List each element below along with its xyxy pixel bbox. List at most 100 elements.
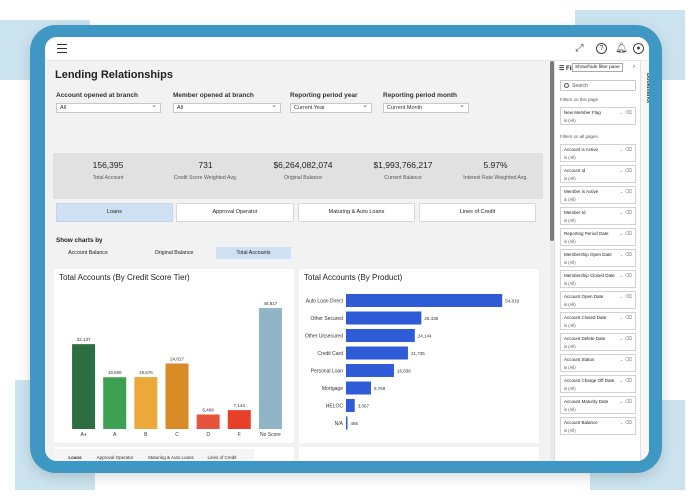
notification-bell-icon[interactable]: 🔔︎ [615, 43, 628, 54]
kpi-interest-rate: 5.97% Interest Rate Weighted Avg. [453, 160, 538, 181]
y-tick-label: Personal Loan [311, 368, 343, 374]
filter-actions-icon[interactable]: ⌄ ⌫ [619, 399, 632, 405]
filter-card[interactable]: Reporting Period Date is (All) ⌄ ⌫ [560, 228, 636, 246]
data-label: 45,817 [264, 301, 278, 306]
filters-on-page-heading: Filters on this page [560, 97, 599, 102]
filter-actions-icon[interactable]: ⌄ ⌫ [619, 315, 632, 321]
filter-actions-icon[interactable]: ⌄ ⌫ [619, 189, 632, 195]
filter-actions-icon[interactable]: ⌄ ⌫ [619, 294, 632, 300]
filter-card[interactable]: Account Delete Date is (All) ⌄ ⌫ [560, 333, 636, 351]
tab-lines-of-credit[interactable]: Lines of Credit [419, 203, 536, 222]
filter-card[interactable]: Account Charge Off Date is (All) ⌄ ⌫ [560, 375, 636, 393]
account-icon[interactable]: ● [633, 43, 644, 54]
filter-actions-icon[interactable]: ⌄ ⌫ [619, 168, 632, 174]
show-by-original-balance[interactable]: Original Balance [154, 250, 194, 256]
filter-actions-icon[interactable]: ⌄ ⌫ [619, 210, 632, 216]
data-label: 19,606 [108, 370, 122, 375]
slicer-dropdown[interactable]: All [56, 101, 161, 113]
tab-loans[interactable]: Loans [56, 203, 173, 222]
kpi-label: Original Balance [283, 175, 323, 181]
filter-name: Account is Active [564, 147, 599, 152]
slicer-label: Reporting period month [383, 92, 458, 99]
bookmarks-label[interactable]: Bookmarks [645, 73, 649, 103]
slicer-period-month[interactable]: Reporting period month Current Month [383, 92, 469, 113]
filter-actions-icon[interactable]: ⌄ ⌫ [619, 357, 632, 363]
page-tab-loans[interactable]: Loans [61, 453, 89, 461]
show-by-label: Show charts by [56, 237, 103, 244]
page-tab-maturing-auto-loans[interactable]: Maturing & Auto Loans [148, 455, 194, 460]
slicer-dropdown[interactable]: All [173, 101, 281, 113]
hamburger-menu-icon[interactable] [57, 44, 67, 53]
report-scrollbar-thumb[interactable] [550, 61, 554, 241]
report-scrollbar-track[interactable] [550, 61, 554, 461]
x-tick-label: A+ [80, 432, 86, 438]
fullscreen-icon[interactable]: ⤢ [575, 43, 584, 54]
data-label: 7,144 [234, 403, 246, 408]
bar-other-unsecured [346, 329, 415, 342]
filter-card[interactable]: Member is Active is (All) ⌄ ⌫ [560, 186, 636, 204]
y-tick-label: Auto Loan Direct [306, 298, 344, 304]
filter-state: is (All) [564, 407, 576, 412]
bar-F [227, 410, 251, 429]
kpi-label: Interest Rate Weighted Avg. [463, 175, 528, 181]
filter-card[interactable]: New Member Flag is (All) ⌄ ⌫ [560, 107, 636, 125]
slicer-dropdown[interactable]: Current Year [290, 101, 372, 113]
slicer-label: Account opened at branch [56, 92, 138, 99]
bar-B [134, 377, 158, 429]
filter-card[interactable]: Account is Active is (All) ⌄ ⌫ [560, 144, 636, 162]
filter-card[interactable]: Account Id is (All) ⌄ ⌫ [560, 165, 636, 183]
tab-approval-operator[interactable]: Approval Operator [176, 203, 294, 222]
filter-card[interactable]: Account Status is (All) ⌄ ⌫ [560, 354, 636, 372]
filter-card[interactable]: Account Maturity Date is (All) ⌄ ⌫ [560, 396, 636, 414]
filter-name: Member Id [564, 210, 586, 215]
slicer-period-year[interactable]: Reporting period year Current Year [290, 92, 372, 113]
kpi-current-balance: $1,993,766,217 Current Balance [358, 160, 448, 181]
slicer-account-branch[interactable]: Account opened at branch All [56, 92, 161, 113]
page-tab-approval-operator[interactable]: Approval Operator [96, 455, 134, 460]
filter-card[interactable]: Member Id is (All) ⌄ ⌫ [560, 207, 636, 225]
data-label: 3,067 [358, 403, 370, 408]
filter-actions-icon[interactable]: ⌄ ⌫ [619, 336, 632, 342]
page-tab-lines-of-credit[interactable]: Lines of Credit [207, 455, 237, 460]
filter-actions-icon[interactable]: ⌄ ⌫ [619, 252, 632, 258]
filter-actions-icon[interactable]: ⌄ ⌫ [619, 420, 632, 426]
slicer-dropdown[interactable]: Current Month [383, 101, 469, 113]
filter-search-input[interactable]: Search [560, 80, 636, 91]
filter-state: is (All) [564, 176, 576, 181]
app-screen: ⤢ ? 🔔︎ ● Lending Relationships Account o… [45, 37, 649, 461]
collapse-filter-icon[interactable]: › [633, 64, 635, 70]
y-tick-label: Other Unsecured [305, 333, 343, 339]
filter-actions-icon[interactable]: ⌄ ⌫ [619, 231, 632, 237]
filter-actions-icon[interactable]: ⌄ ⌫ [619, 378, 632, 384]
show-by-account-balance[interactable]: Account Balance [68, 250, 108, 256]
filter-name: Account Open Date [564, 294, 604, 299]
data-label: 5,498 [203, 407, 215, 412]
filter-card[interactable]: Membership Open Date is (All) ⌄ ⌫ [560, 249, 636, 267]
data-label: 24,144 [418, 333, 432, 338]
help-icon[interactable]: ? [596, 43, 607, 54]
slicer-label: Reporting period year [290, 92, 358, 99]
bar-A+ [72, 344, 96, 429]
filter-tooltip: Show/hide filter pane [572, 63, 623, 72]
filter-pane: ☰ Filte Show/hide filter pane › Search F… [554, 61, 640, 461]
bookmarks-pane-collapsed[interactable] [640, 61, 649, 461]
show-by-total-accounts[interactable]: Total Accounts [216, 247, 291, 259]
filter-actions-icon[interactable]: ⌄ ⌫ [619, 273, 632, 279]
filter-card[interactable]: Account Closed Date is (All) ⌄ ⌫ [560, 312, 636, 330]
bar-No Score [258, 308, 282, 429]
kpi-value: $1,993,766,217 [373, 160, 433, 170]
bar-personal-loan [346, 364, 394, 377]
tab-maturing-auto-loans[interactable]: Maturing & Auto Loans [298, 203, 415, 222]
filter-actions-icon[interactable]: ⌄ ⌫ [619, 110, 632, 116]
filter-actions-icon[interactable]: ⌄ ⌫ [619, 147, 632, 153]
bar-A [103, 377, 127, 429]
slicer-member-branch[interactable]: Member opened at branch All [173, 92, 281, 113]
filter-card[interactable]: Account Open Date is (All) ⌄ ⌫ [560, 291, 636, 309]
x-tick-label: D [206, 432, 210, 438]
chart-card-credit-score: Total Accounts (By Credit Score Tier) 32… [54, 269, 294, 443]
filter-card[interactable]: Membership Closed Date is (All) ⌄ ⌫ [560, 270, 636, 288]
x-tick-label: B [144, 432, 148, 438]
filter-card[interactable]: Account Balance is (All) ⌄ ⌫ [560, 417, 636, 435]
x-tick-label: C [175, 432, 179, 438]
y-tick-label: N/A [335, 421, 344, 427]
